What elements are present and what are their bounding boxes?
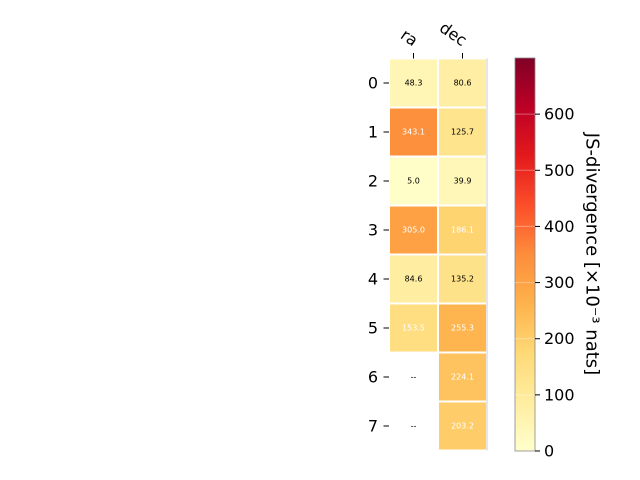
colorbar-gradient (514, 57, 536, 452)
row-label-5: 5 (368, 319, 378, 338)
row-label-0: 0 (368, 74, 378, 93)
colorbar: 0 100 200 300 400 500 600 JS-divergence [×10⁻³ … (514, 57, 603, 461)
heatmap-cell-2-dec (439, 157, 486, 205)
cell-label-5-ra: 153.5 (402, 324, 425, 333)
cell-label-7-dec: 203.2 (451, 422, 474, 431)
cell-label-3-ra: 305.0 (402, 226, 425, 235)
column-label-ra: ra (397, 25, 421, 50)
cell-label-4-ra: 84.6 (405, 275, 423, 284)
heatmap-cell-4-ra (390, 255, 437, 303)
heatmap-cell-1-ra (390, 108, 437, 156)
cell-label-0-dec: 80.6 (454, 79, 472, 88)
colorbar-label: JS-divergence [×10⁻³ nats] (582, 132, 603, 375)
row-label-7: 7 (368, 417, 378, 436)
colorbar-tick-label-100: 100 (544, 385, 575, 404)
row-label-1: 1 (368, 123, 378, 142)
cell-label-2-ra: 5.0 (407, 177, 420, 186)
heatmap-cell-0-ra (390, 59, 437, 107)
heatmap-cell-4-dec (439, 255, 486, 303)
cell-label-3-dec: 186.1 (451, 226, 474, 235)
heatmap-cell-2-ra (390, 157, 437, 205)
colorbar-tick-label-300: 300 (544, 273, 575, 292)
row-label-3: 3 (368, 221, 378, 240)
cell-label-6-dec: 224.1 (451, 373, 474, 382)
colorbar-tick-label-200: 200 (544, 329, 575, 348)
heatmap-cell-3-ra (390, 206, 437, 254)
column-label-dec: dec (436, 18, 470, 50)
row-label-2: 2 (368, 172, 378, 191)
heatmap-cell-7-dec (439, 402, 486, 450)
cell-label-7-ra: -- (411, 422, 417, 431)
heatmap-cell-6-dec (439, 353, 486, 401)
row-label-6: 6 (368, 368, 378, 387)
heatmap-cell-1-dec (439, 108, 486, 156)
cell-label-5-dec: 255.3 (451, 324, 474, 333)
colorbar-tick-label-500: 500 (544, 161, 575, 180)
colorbar-tick-label-600: 600 (544, 105, 575, 124)
heatmap-cell-5-ra (390, 304, 437, 352)
cell-label-6-ra: -- (411, 373, 417, 382)
heatmap-cell-0-dec (439, 59, 486, 107)
cell-label-2-dec: 39.9 (454, 177, 472, 186)
cell-label-0-ra: 48.3 (405, 79, 423, 88)
row-label-4: 4 (368, 270, 378, 289)
heatmap-cell-5-dec (439, 304, 486, 352)
colorbar-tick-label-0: 0 (544, 442, 554, 461)
heatmap-cell-3-dec (439, 206, 486, 254)
cell-label-1-dec: 125.7 (451, 128, 474, 137)
colorbar-tick-label-400: 400 (544, 217, 575, 236)
cell-label-4-dec: 135.2 (451, 275, 474, 284)
heatmap-plot-area: ra dec 0 48.3 80.6 1 343.1 125.7 2 5.0 39.9 3 305.0 1… (368, 18, 488, 451)
cell-label-1-ra: 343.1 (402, 128, 425, 137)
